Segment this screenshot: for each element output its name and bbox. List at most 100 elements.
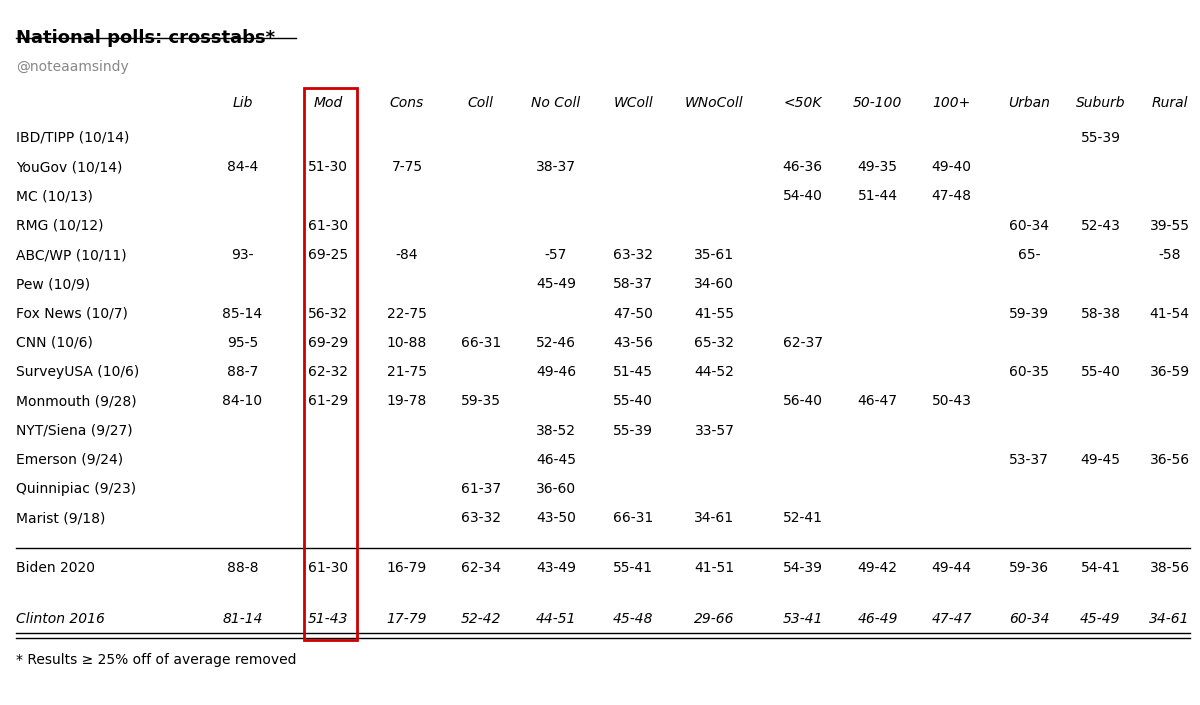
Text: 22-75: 22-75: [388, 307, 427, 321]
Text: NYT/Siena (9/27): NYT/Siena (9/27): [16, 424, 133, 438]
Text: Coll: Coll: [468, 96, 494, 110]
Text: 7-75: 7-75: [391, 160, 422, 174]
Text: 43-49: 43-49: [536, 561, 576, 575]
Text: Emerson (9/24): Emerson (9/24): [16, 453, 124, 467]
Text: 50-100: 50-100: [853, 96, 902, 110]
Text: 49-44: 49-44: [931, 561, 972, 575]
Text: 69-29: 69-29: [308, 336, 348, 350]
Text: 19-78: 19-78: [386, 394, 427, 408]
Text: 44-51: 44-51: [535, 612, 576, 625]
Text: 36-60: 36-60: [536, 482, 576, 496]
Text: 54-40: 54-40: [782, 190, 822, 204]
Text: -84: -84: [396, 248, 419, 262]
Text: 10-88: 10-88: [386, 336, 427, 350]
Text: 50-43: 50-43: [931, 394, 972, 408]
Text: RMG (10/12): RMG (10/12): [16, 219, 103, 233]
Text: 29-66: 29-66: [694, 612, 734, 625]
Text: 39-55: 39-55: [1150, 219, 1189, 233]
Text: 49-42: 49-42: [858, 561, 898, 575]
Text: 62-37: 62-37: [782, 336, 822, 350]
Text: 60-34: 60-34: [1009, 219, 1049, 233]
Text: Lib: Lib: [233, 96, 253, 110]
Text: 53-37: 53-37: [1009, 453, 1049, 467]
Text: 61-37: 61-37: [461, 482, 500, 496]
Text: 33-57: 33-57: [695, 424, 734, 438]
Text: Monmouth (9/28): Monmouth (9/28): [16, 394, 137, 408]
Text: Quinnipiac (9/23): Quinnipiac (9/23): [16, 482, 137, 496]
Text: 88-7: 88-7: [227, 365, 258, 379]
Text: 81-14: 81-14: [222, 612, 263, 625]
Text: 38-37: 38-37: [536, 160, 576, 174]
Text: @noteaamsindy: @noteaamsindy: [16, 60, 128, 74]
Text: 84-10: 84-10: [222, 394, 263, 408]
Text: Rural: Rural: [1151, 96, 1188, 110]
Text: 51-45: 51-45: [613, 365, 653, 379]
Text: 46-36: 46-36: [782, 160, 823, 174]
Text: 45-49: 45-49: [1080, 612, 1121, 625]
Text: 52-41: 52-41: [782, 511, 822, 525]
Text: 43-56: 43-56: [613, 336, 653, 350]
Text: 59-36: 59-36: [1009, 561, 1049, 575]
Text: Fox News (10/7): Fox News (10/7): [16, 307, 128, 321]
Bar: [305, 87, 356, 639]
Text: 41-51: 41-51: [695, 561, 734, 575]
Text: 49-46: 49-46: [536, 365, 576, 379]
Text: 65-32: 65-32: [695, 336, 734, 350]
Text: MC (10/13): MC (10/13): [16, 190, 92, 204]
Text: 93-: 93-: [232, 248, 253, 262]
Text: 49-40: 49-40: [931, 160, 972, 174]
Text: 35-61: 35-61: [695, 248, 734, 262]
Text: WColl: WColl: [613, 96, 653, 110]
Text: 47-48: 47-48: [931, 190, 972, 204]
Text: 61-29: 61-29: [308, 394, 348, 408]
Text: 55-41: 55-41: [613, 561, 653, 575]
Text: Marist (9/18): Marist (9/18): [16, 511, 106, 525]
Text: 52-42: 52-42: [461, 612, 502, 625]
Text: 34-60: 34-60: [695, 277, 734, 291]
Text: Urban: Urban: [1008, 96, 1050, 110]
Text: <50K: <50K: [784, 96, 822, 110]
Text: 85-14: 85-14: [222, 307, 263, 321]
Text: 58-37: 58-37: [613, 277, 653, 291]
Text: Suburb: Suburb: [1075, 96, 1126, 110]
Text: 59-39: 59-39: [1009, 307, 1049, 321]
Text: CNN (10/6): CNN (10/6): [16, 336, 92, 350]
Text: Clinton 2016: Clinton 2016: [16, 612, 104, 625]
Text: 61-30: 61-30: [308, 561, 348, 575]
Text: SurveyUSA (10/6): SurveyUSA (10/6): [16, 365, 139, 379]
Text: 60-35: 60-35: [1009, 365, 1049, 379]
Text: 56-32: 56-32: [308, 307, 348, 321]
Text: 45-48: 45-48: [613, 612, 654, 625]
Text: 63-32: 63-32: [461, 511, 500, 525]
Text: 54-39: 54-39: [782, 561, 822, 575]
Text: 55-40: 55-40: [613, 394, 653, 408]
Text: -57: -57: [545, 248, 568, 262]
Text: 43-50: 43-50: [536, 511, 576, 525]
Text: 45-49: 45-49: [536, 277, 576, 291]
Text: 58-38: 58-38: [1080, 307, 1121, 321]
Text: 66-31: 66-31: [461, 336, 500, 350]
Text: Cons: Cons: [390, 96, 424, 110]
Text: 55-39: 55-39: [613, 424, 653, 438]
Text: 34-61: 34-61: [1150, 612, 1190, 625]
Text: 52-43: 52-43: [1080, 219, 1121, 233]
Text: 46-47: 46-47: [858, 394, 898, 408]
Text: 51-43: 51-43: [308, 612, 348, 625]
Text: 62-32: 62-32: [308, 365, 348, 379]
Text: 51-30: 51-30: [308, 160, 348, 174]
Text: National polls: crosstabs*: National polls: crosstabs*: [16, 28, 275, 47]
Text: 41-55: 41-55: [695, 307, 734, 321]
Text: 60-34: 60-34: [1009, 612, 1049, 625]
Text: 41-54: 41-54: [1150, 307, 1189, 321]
Text: WNoColl: WNoColl: [685, 96, 744, 110]
Text: 95-5: 95-5: [227, 336, 258, 350]
Text: 54-41: 54-41: [1080, 561, 1121, 575]
Text: 55-39: 55-39: [1080, 131, 1121, 145]
Text: No Coll: No Coll: [532, 96, 581, 110]
Text: 53-41: 53-41: [782, 612, 823, 625]
Text: * Results ≥ 25% off of average removed: * Results ≥ 25% off of average removed: [16, 654, 296, 668]
Text: 46-49: 46-49: [858, 612, 898, 625]
Text: Pew (10/9): Pew (10/9): [16, 277, 90, 291]
Text: 55-40: 55-40: [1080, 365, 1121, 379]
Text: 88-8: 88-8: [227, 561, 258, 575]
